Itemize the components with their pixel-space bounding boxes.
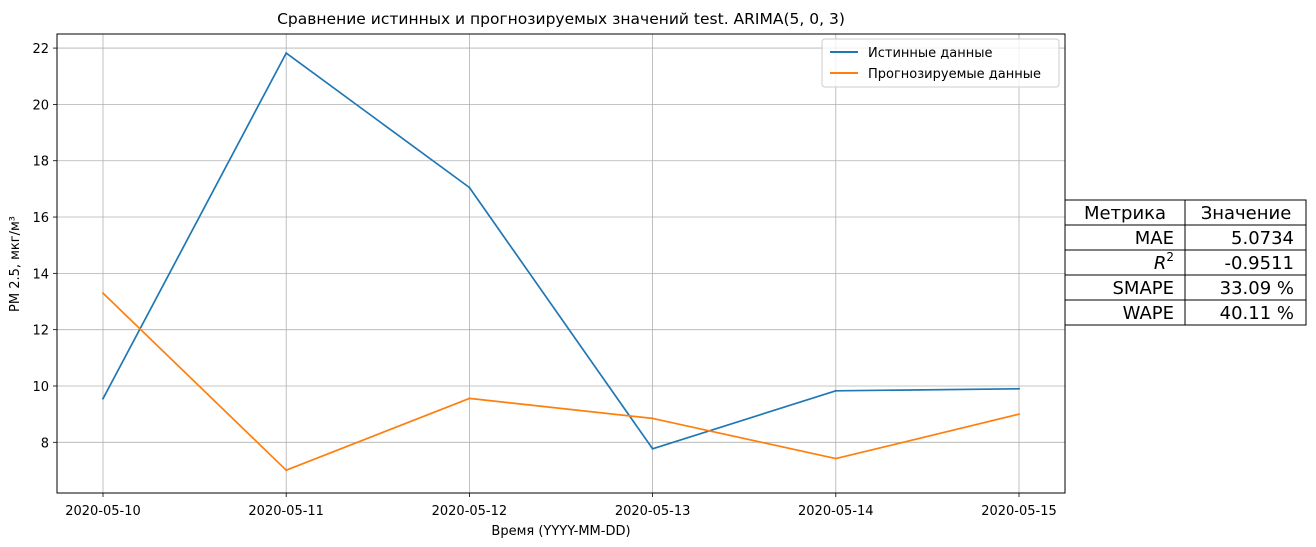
data-point-forecast	[468, 397, 471, 400]
data-point-forecast	[834, 457, 837, 460]
metric-name-wape: WAPE	[1123, 303, 1174, 324]
metrics-header-value: Значение	[1201, 203, 1292, 224]
x-tick-label: 2020-05-10	[65, 504, 141, 519]
chart-title: Сравнение истинных и прогнозируемых знач…	[277, 10, 845, 28]
y-tick-label: 16	[32, 211, 49, 226]
metrics-table-borders	[1064, 199, 1307, 326]
metric-name-mae: MAE	[1135, 228, 1174, 249]
metric-name-smape: SMAPE	[1113, 278, 1175, 299]
metric-value-mae: 5.0734	[1231, 228, 1294, 249]
data-point-forecast	[285, 469, 288, 472]
series-line-forecast	[102, 292, 1020, 472]
x-axis-label: Время (YYYY-MM-DD)	[491, 524, 630, 539]
metric-name-r2: R2	[1154, 250, 1174, 274]
data-point-true	[285, 52, 288, 55]
data-point-forecast	[651, 417, 654, 420]
data-point-true	[102, 397, 104, 400]
legend-box	[821, 38, 1060, 88]
metric-name-r2-base: R	[1154, 253, 1167, 274]
metrics-header-metric: Метрика	[1084, 203, 1166, 224]
data-point-true	[834, 389, 837, 392]
x-tick-label: 2020-05-12	[432, 504, 508, 519]
metrics-table: Метрика Значение MAE 5.0734 R2 -0.9511 S…	[1064, 199, 1307, 326]
data-point-true	[1018, 387, 1020, 390]
x-tick-label: 2020-05-11	[248, 504, 324, 519]
series-line-true	[102, 52, 1020, 450]
data-point-forecast	[1018, 413, 1020, 416]
metric-name-r2-superscript: 2	[1166, 250, 1174, 264]
grid-lines	[57, 34, 1065, 493]
data-point-true	[651, 447, 654, 450]
data-point-true	[468, 186, 471, 189]
x-tick-label: 2020-05-15	[981, 504, 1057, 519]
series-lines	[102, 52, 1020, 472]
axis-ticks: 2020-05-10 2020-05-11 2020-05-12 2020-05-13…	[32, 42, 1056, 519]
y-tick-label: 20	[32, 98, 49, 113]
data-point-forecast	[102, 292, 104, 295]
metric-value-wape: 40.11 %	[1220, 303, 1294, 324]
plot-frame	[56, 33, 1066, 494]
metric-value-smape: 33.09 %	[1220, 278, 1294, 299]
y-axis-label: PM 2.5, мкг/м³	[8, 216, 23, 312]
y-tick-label: 10	[32, 380, 49, 395]
x-tick-label: 2020-05-14	[798, 504, 874, 519]
y-tick-label: 14	[32, 267, 49, 282]
y-tick-label: 12	[32, 324, 49, 339]
y-tick-label: 8	[41, 436, 49, 451]
x-tick-label: 2020-05-13	[615, 504, 691, 519]
y-tick-label: 22	[32, 42, 49, 57]
legend-label-forecast: Прогнозируемые данные	[868, 67, 1041, 82]
legend: Истинные данные Прогнозируемые данные	[821, 38, 1060, 88]
metric-value-r2: -0.9511	[1225, 253, 1294, 274]
legend-label-true: Истинные данные	[868, 46, 993, 61]
y-tick-label: 18	[32, 155, 49, 170]
